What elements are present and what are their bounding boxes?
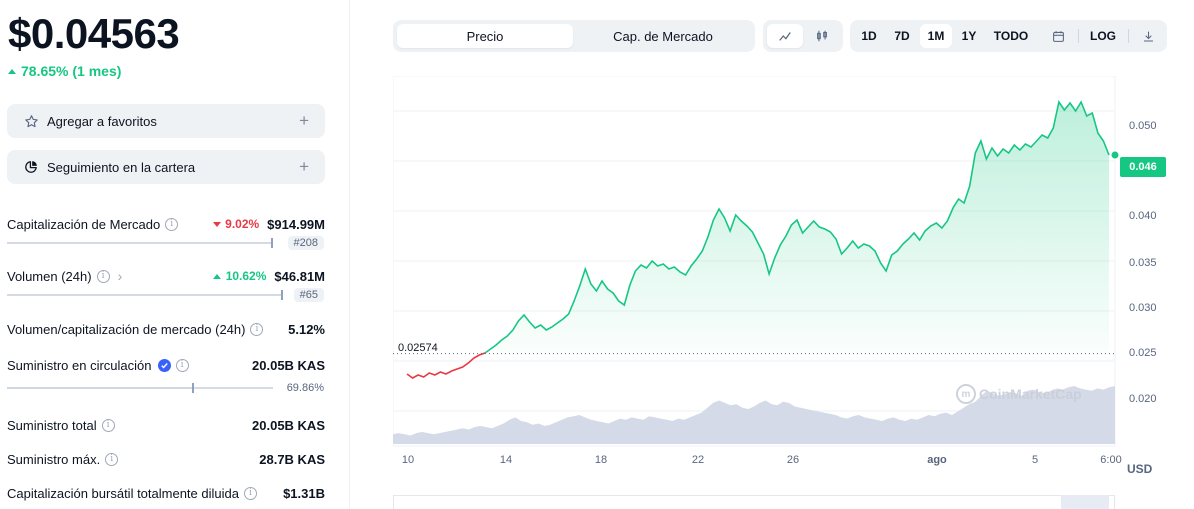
navigator-selection-handle[interactable] [1061, 495, 1109, 509]
fdv-value: $1.31B [283, 485, 325, 501]
volume-bars [393, 386, 1115, 444]
price-area [485, 102, 1109, 354]
download-icon[interactable] [1136, 24, 1160, 48]
total-supply-row: Suministro total i 20.05B KAS [7, 416, 325, 434]
volume-area [393, 386, 1115, 444]
max-supply-value: 28.7B KAS [259, 451, 325, 467]
caret-up-icon [8, 69, 16, 74]
info-icon[interactable]: i [165, 217, 179, 231]
x-tick-label: ago [927, 454, 947, 466]
market-cap-label: Capitalización de Mercado [7, 216, 161, 232]
track-portfolio-button[interactable]: Seguimiento en la cartera + [7, 150, 325, 184]
caret-down-icon [213, 221, 222, 227]
price-chart-svg [393, 76, 1119, 447]
range-1m[interactable]: 1M [920, 24, 952, 48]
circulating-supply-label: Suministro en circulación [7, 357, 152, 373]
price-change-value: 78.65% (1 mes) [21, 63, 122, 79]
fdv-row: Capitalización bursátil totalmente dilui… [7, 484, 325, 502]
chart-type-tabs: Precio Cap. de Mercado [393, 20, 755, 52]
start-price-label: 0.02574 [398, 342, 438, 354]
coin-stats-panel: $0.04563 78.65% (1 mes) Agregar a favori… [0, 0, 350, 509]
range-1d[interactable]: 1D [861, 29, 877, 43]
favorites-label: Agregar a favoritos [47, 113, 157, 129]
x-tick-label: 22 [691, 454, 705, 466]
coinmarketcap-logo-icon: m [956, 384, 976, 404]
verified-check-icon[interactable] [157, 358, 171, 372]
y-tick-label: 0.030 [1129, 302, 1157, 314]
price-change-badge: 78.65% (1 mes) [8, 63, 121, 79]
volume-label: Volumen (24h) [7, 268, 92, 284]
range-all[interactable]: TODO [993, 29, 1029, 43]
tab-market-cap[interactable]: Cap. de Mercado [613, 28, 713, 44]
current-price-tag: 0.046 [1120, 157, 1166, 177]
volume-row[interactable]: Volumen (24h) i › 10.62% $46.81M [7, 267, 325, 285]
price-chart[interactable]: 0.02574 m CoinMarketCap 0.050 0.040 0.035… [393, 76, 1194, 509]
current-price: $0.04563 [8, 10, 180, 57]
circulating-supply-row: Suministro en circulación i 20.05B KAS [7, 356, 325, 374]
market-cap-row: Capitalización de Mercado i 9.02% $914.99M [7, 215, 325, 233]
max-supply-row: Suministro máx. i 28.7B KAS [7, 450, 325, 468]
chart-style-toggle [763, 20, 843, 52]
info-icon[interactable]: i [105, 452, 119, 466]
volume-value: $46.81M [274, 268, 325, 284]
currency-unit: USD [1127, 462, 1153, 476]
circulating-supply-value: 20.05B KAS [252, 357, 325, 373]
volume-change: 10.62% [225, 269, 267, 283]
market-cap-value: $914.99M [267, 216, 325, 232]
circulating-supply-bar [7, 383, 273, 393]
volume-bar [7, 290, 283, 300]
portfolio-label: Seguimiento en la cartera [47, 159, 196, 175]
y-tick-label: 0.020 [1129, 393, 1157, 405]
info-icon[interactable]: i [175, 358, 189, 372]
x-tick-label: 18 [594, 454, 608, 466]
star-icon [23, 113, 39, 129]
pie-chart-icon [23, 159, 39, 175]
current-price-dot [1111, 151, 1119, 159]
price-line-down [406, 352, 486, 379]
x-tick-label: 5 [1031, 454, 1039, 466]
x-tick-label: 10 [401, 454, 415, 466]
info-icon[interactable]: i [101, 418, 115, 432]
line-chart-icon[interactable] [767, 24, 803, 48]
plus-icon: + [299, 111, 309, 130]
circulating-supply-fill [7, 387, 193, 389]
range-7d[interactable]: 7D [894, 29, 910, 43]
time-range-selector: 1D 7D 1M 1Y TODO LOG [850, 20, 1167, 52]
add-to-favorites-button[interactable]: Agregar a favoritos + [7, 104, 325, 138]
market-cap-change: 9.02% [225, 217, 260, 231]
price-line-up [484, 100, 1110, 354]
log-scale-toggle[interactable]: LOG [1090, 29, 1116, 43]
watermark-text: CoinMarketCap [979, 386, 1082, 402]
market-cap-rank: #208 [287, 236, 324, 250]
coinmarketcap-watermark: m CoinMarketCap [956, 384, 1082, 404]
chevron-right-icon[interactable]: › [117, 268, 123, 284]
y-tick-label: 0.050 [1129, 120, 1157, 132]
candlestick-icon[interactable] [805, 24, 839, 48]
caret-up-icon [212, 273, 221, 279]
volume-mcap-value: 5.12% [288, 321, 325, 337]
volume-mcap-label: Volumen/capitalización de mercado (24h) [7, 321, 246, 337]
total-supply-value: 20.05B KAS [252, 417, 325, 433]
circulating-supply-percent: 69.86% [286, 382, 324, 394]
chart-navigator[interactable] [393, 495, 1115, 509]
tab-price[interactable]: Precio [397, 24, 573, 48]
info-icon[interactable]: i [250, 322, 264, 336]
calendar-icon[interactable] [1046, 24, 1070, 48]
max-supply-label: Suministro máx. [7, 451, 101, 467]
x-tick-label: 14 [499, 454, 513, 466]
info-icon[interactable]: i [96, 269, 110, 283]
range-1y[interactable]: 1Y [961, 29, 977, 43]
volume-rank: #65 [293, 288, 324, 302]
y-tick-label: 0.025 [1129, 347, 1157, 359]
plus-icon: + [299, 157, 309, 176]
x-tick-label: 6:00 [1100, 454, 1122, 466]
market-cap-bar [7, 238, 273, 248]
total-supply-label: Suministro total [7, 417, 97, 433]
fdv-label: Capitalización bursátil totalmente dilui… [7, 485, 239, 501]
info-icon[interactable]: i [243, 486, 257, 500]
y-tick-label: 0.035 [1129, 257, 1157, 269]
volume-mcap-row: Volumen/capitalización de mercado (24h) i… [7, 320, 325, 338]
y-tick-label: 0.040 [1129, 210, 1157, 222]
x-tick-label: 26 [786, 454, 800, 466]
